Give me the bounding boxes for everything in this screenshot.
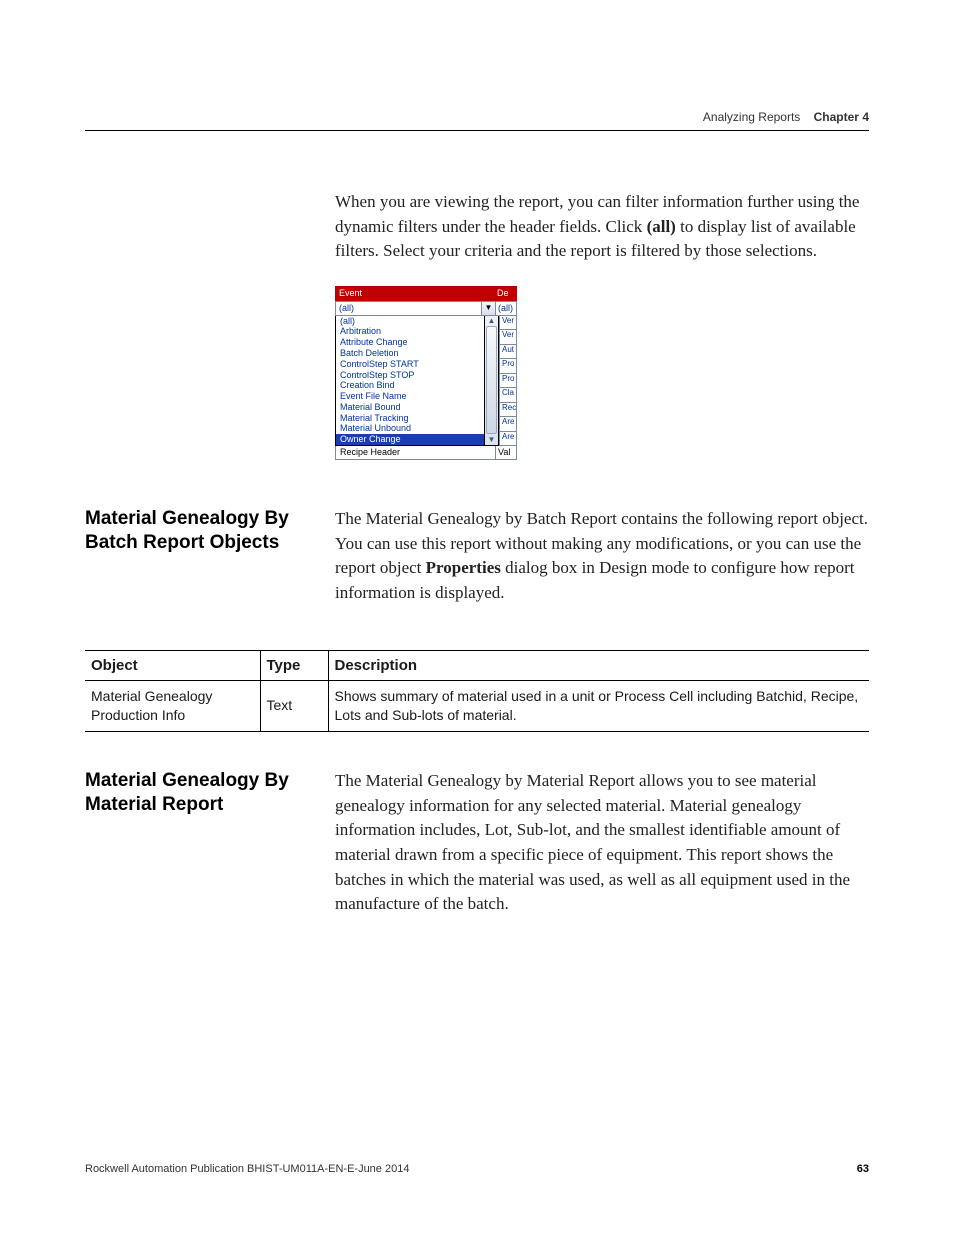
filter-footer: Recipe Header Val (335, 446, 517, 460)
table-header-row: Object Type Description (85, 651, 869, 681)
report-objects-table: Object Type Description Material Genealo… (85, 650, 869, 732)
filter-option[interactable]: ControlStep STOP (336, 370, 484, 381)
th-type: Type (260, 651, 328, 681)
filter-header-event: Event (339, 288, 497, 299)
section1-paragraph: The Material Genealogy by Batch Report c… (335, 507, 869, 606)
filter-side-cell[interactable]: Are (500, 432, 516, 446)
filter-option[interactable]: ControlStep START (336, 359, 484, 370)
filter-side-cell[interactable]: Ver (500, 316, 516, 331)
filter-option[interactable]: Creation Bind (336, 380, 484, 391)
filter-header-right: De (497, 288, 513, 299)
section1-bold-word: Properties (426, 558, 501, 577)
filter-selected-value[interactable]: (all) (335, 301, 482, 316)
filter-footer-right: Val (495, 446, 516, 459)
filter-side-cell[interactable]: Pro (500, 359, 516, 374)
filter-option[interactable]: Material Unbound (336, 423, 484, 434)
filter-right-cell[interactable]: (all) (496, 301, 517, 316)
filter-side-cell[interactable]: Are (500, 417, 516, 432)
running-header: Analyzing Reports Chapter 4 (703, 110, 869, 124)
filter-list-wrap: (all)ArbitrationAttribute ChangeBatch De… (335, 316, 517, 447)
page-number: 63 (857, 1163, 869, 1175)
section1-heading: Material Genealogy By Batch Report Objec… (85, 507, 325, 555)
section2-paragraph: The Material Genealogy by Material Repor… (335, 769, 869, 917)
filter-side-cell[interactable]: Rec (500, 403, 516, 418)
filter-header: Event De (335, 286, 517, 301)
filter-option[interactable]: Attribute Change (336, 337, 484, 348)
table-row: Material Genealogy Production Info Text … (85, 681, 869, 732)
running-header-chapter: Chapter 4 (814, 110, 869, 124)
filter-option[interactable]: Arbitration (336, 326, 484, 337)
scroll-up-icon[interactable]: ▲ (488, 316, 496, 326)
filter-option[interactable]: (all) (336, 316, 484, 327)
filter-option[interactable]: Owner Change (336, 434, 484, 445)
td-object: Material Genealogy Production Info (85, 681, 260, 732)
intro-paragraph: When you are viewing the report, you can… (335, 190, 869, 264)
filter-side-cell[interactable]: Ver (500, 330, 516, 345)
th-description: Description (328, 651, 869, 681)
filter-dropdown-figure: Event De (all) ▼ (all) (all)ArbitrationA… (335, 286, 517, 460)
td-type: Text (260, 681, 328, 732)
filter-option[interactable]: Event File Name (336, 391, 484, 402)
td-description: Shows summary of material used in a unit… (328, 681, 869, 732)
filter-option[interactable]: Material Bound (336, 402, 484, 413)
filter-option[interactable]: Material Tracking (336, 413, 484, 424)
filter-side-cell[interactable]: Pro (500, 374, 516, 389)
intro-all-keyword: (all) (647, 217, 676, 236)
running-header-section: Analyzing Reports (703, 110, 800, 124)
filter-side-cell[interactable]: Cla (500, 388, 516, 403)
th-object: Object (85, 651, 260, 681)
filter-selected-row: (all) ▼ (all) (335, 301, 517, 316)
scroll-thumb[interactable] (486, 326, 497, 434)
filter-scrollbar[interactable]: ▲ ▼ (485, 316, 499, 447)
filter-option[interactable]: Batch Deletion (336, 348, 484, 359)
filter-side-column: VerVerAutProProClaRecAreAre (499, 316, 517, 447)
filter-list[interactable]: (all)ArbitrationAttribute ChangeBatch De… (335, 316, 485, 447)
page: Analyzing Reports Chapter 4 When you are… (0, 0, 954, 1235)
top-rule (85, 130, 869, 131)
publication-line: Rockwell Automation Publication BHIST-UM… (85, 1163, 409, 1175)
scroll-down-icon[interactable]: ▼ (488, 435, 496, 445)
dropdown-arrow-icon[interactable]: ▼ (482, 301, 496, 316)
section2-heading: Material Genealogy By Material Report (85, 769, 325, 817)
filter-side-cell[interactable]: Aut (500, 345, 516, 360)
filter-footer-left: Recipe Header (336, 446, 495, 459)
